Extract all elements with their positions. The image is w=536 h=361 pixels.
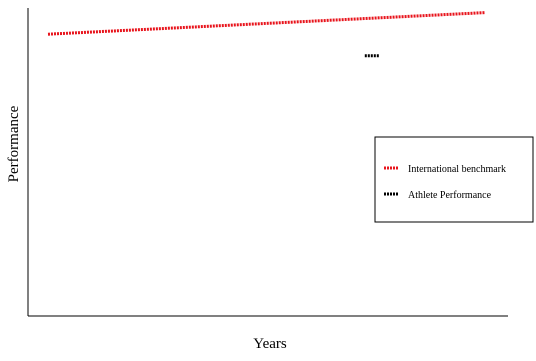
legend-label-athlete-performance: Athlete Performance [408, 190, 492, 201]
x-axis-label: Years [253, 336, 287, 352]
plot-area [47, 11, 486, 58]
series-line-international-benchmark [47, 11, 486, 36]
legend-box [374, 136, 534, 223]
axes [27, 8, 508, 317]
legend-label-international-benchmark: International benchmark [408, 164, 506, 175]
y-axis-label: Performance [6, 105, 22, 182]
legend: International benchmark Athlete Performan… [374, 136, 534, 223]
